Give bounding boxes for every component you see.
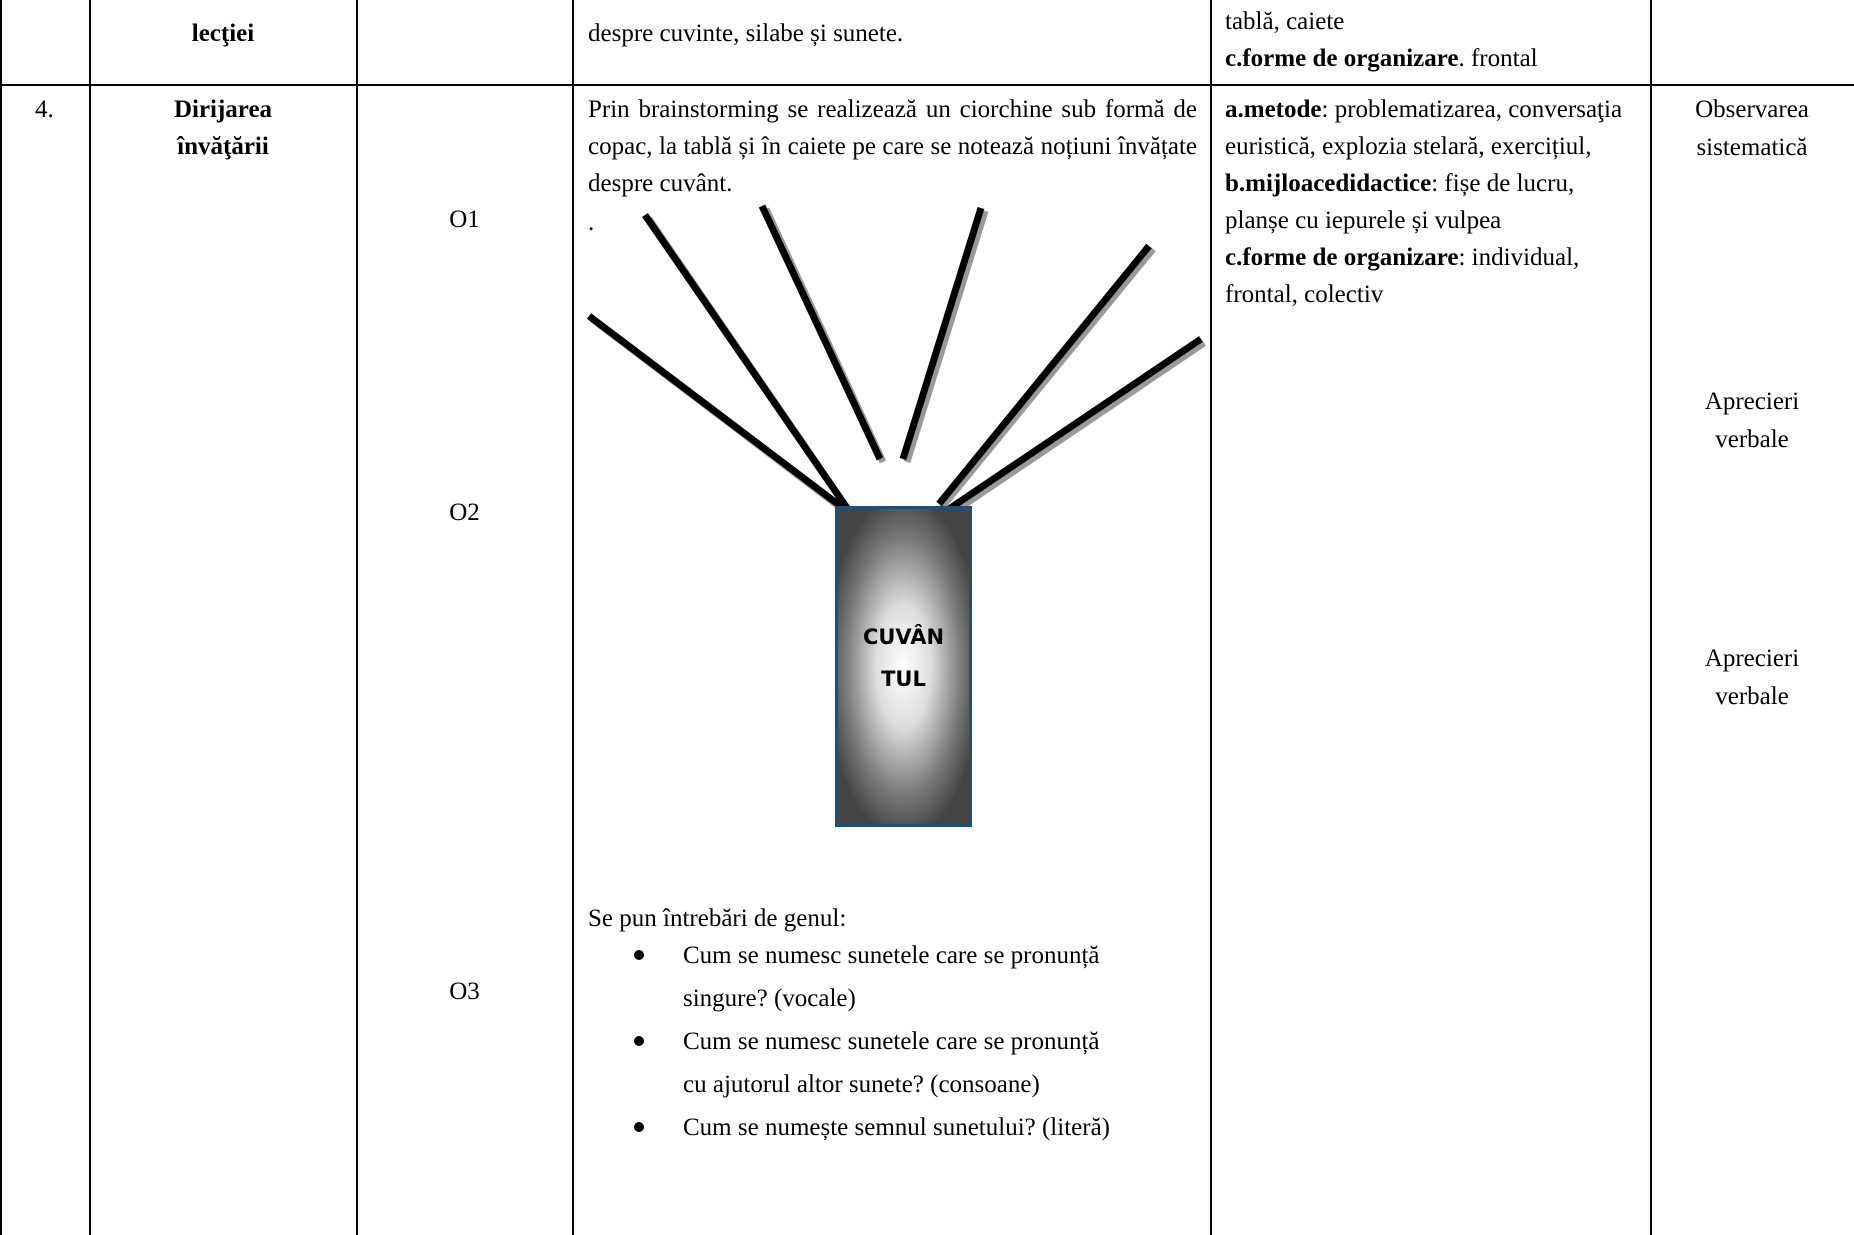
border [89, 0, 91, 1235]
resource-label: c.forme de organizare [1225, 244, 1459, 271]
branches [586, 204, 1203, 514]
row-number: 4. [35, 96, 54, 123]
stage: lecţiei [191, 20, 255, 47]
resource-text: : fișe de lucru, planșe cu iepurele și v… [1225, 170, 1575, 234]
branch [642, 213, 852, 513]
resource-line: tablă, caiete [1225, 8, 1345, 35]
border [0, 84, 1854, 86]
objective: O3 [449, 978, 480, 1005]
resource-item: c.forme de organizare. frontal [1225, 40, 1645, 77]
content-paragraph: Prin brainstorming se realizează un cior… [588, 96, 1197, 197]
branch-shadow [939, 246, 1156, 510]
diagram-label: CUVÂN TUL [835, 616, 972, 700]
resource-text: . frontal [1458, 45, 1538, 72]
branch-shadows [589, 207, 1206, 518]
resource-item: c.forme de organizare: individual, front… [1225, 239, 1640, 313]
trunk [835, 506, 972, 827]
border [1210, 0, 1212, 1235]
border [356, 0, 358, 1235]
branch [936, 243, 1152, 507]
border [0, 0, 2, 1235]
resource-label: c.forme de organizare [1225, 45, 1459, 72]
border [572, 0, 574, 1235]
resources: tablă, caiete c.forme de organizare. fro… [1225, 3, 1645, 77]
resource-label: a.metode [1225, 96, 1322, 123]
stage-line: Dirijarea [173, 96, 273, 123]
evaluation: Aprecieri verbale [1704, 645, 1800, 710]
question: Cum se numesc sunetele care se pronunță … [634, 1020, 1110, 1106]
questions-intro: Se pun întrebări de genul: [588, 905, 847, 932]
evaluation: Observarea sistematică [1695, 96, 1809, 161]
stage: Dirijarea învăţării [90, 91, 356, 165]
resource-item: b.mijloacedidactice: fișe de lucru, plan… [1225, 165, 1640, 239]
label-line: TUL [881, 667, 926, 691]
label-line: CUVÂN [862, 625, 945, 649]
question: Cum se numește semnul sunetului? (literă… [634, 1106, 1110, 1149]
resource-item: a.metode: problematizarea, conversaţia e… [1225, 91, 1640, 165]
objective: O2 [449, 499, 480, 526]
question: Cum se numesc sunetele care se pronunță … [634, 934, 1110, 1020]
branch [899, 206, 985, 461]
branch [944, 336, 1203, 514]
stage-line: învăţării [177, 133, 269, 160]
branch-shadow [947, 340, 1206, 518]
resource-text: : problematizarea, conversaţia euristică… [1225, 96, 1623, 160]
resources: a.metode: problematizarea, conversaţia e… [1225, 91, 1640, 313]
content: despre cuvinte, silabe și sunete. [588, 20, 904, 47]
resource-text: : individual, frontal, colectiv [1225, 244, 1580, 308]
resource-label: b.mijloacedidactice [1225, 170, 1432, 197]
branch-shadow [903, 209, 989, 464]
question-list: Cum se numesc sunetele care se pronunță … [634, 934, 1110, 1149]
border [1650, 0, 1652, 1235]
objective: O1 [449, 206, 480, 233]
branch [758, 204, 884, 461]
content-dot: . [588, 209, 595, 236]
evaluation: Aprecieri verbale [1704, 388, 1800, 453]
branch [586, 313, 850, 514]
